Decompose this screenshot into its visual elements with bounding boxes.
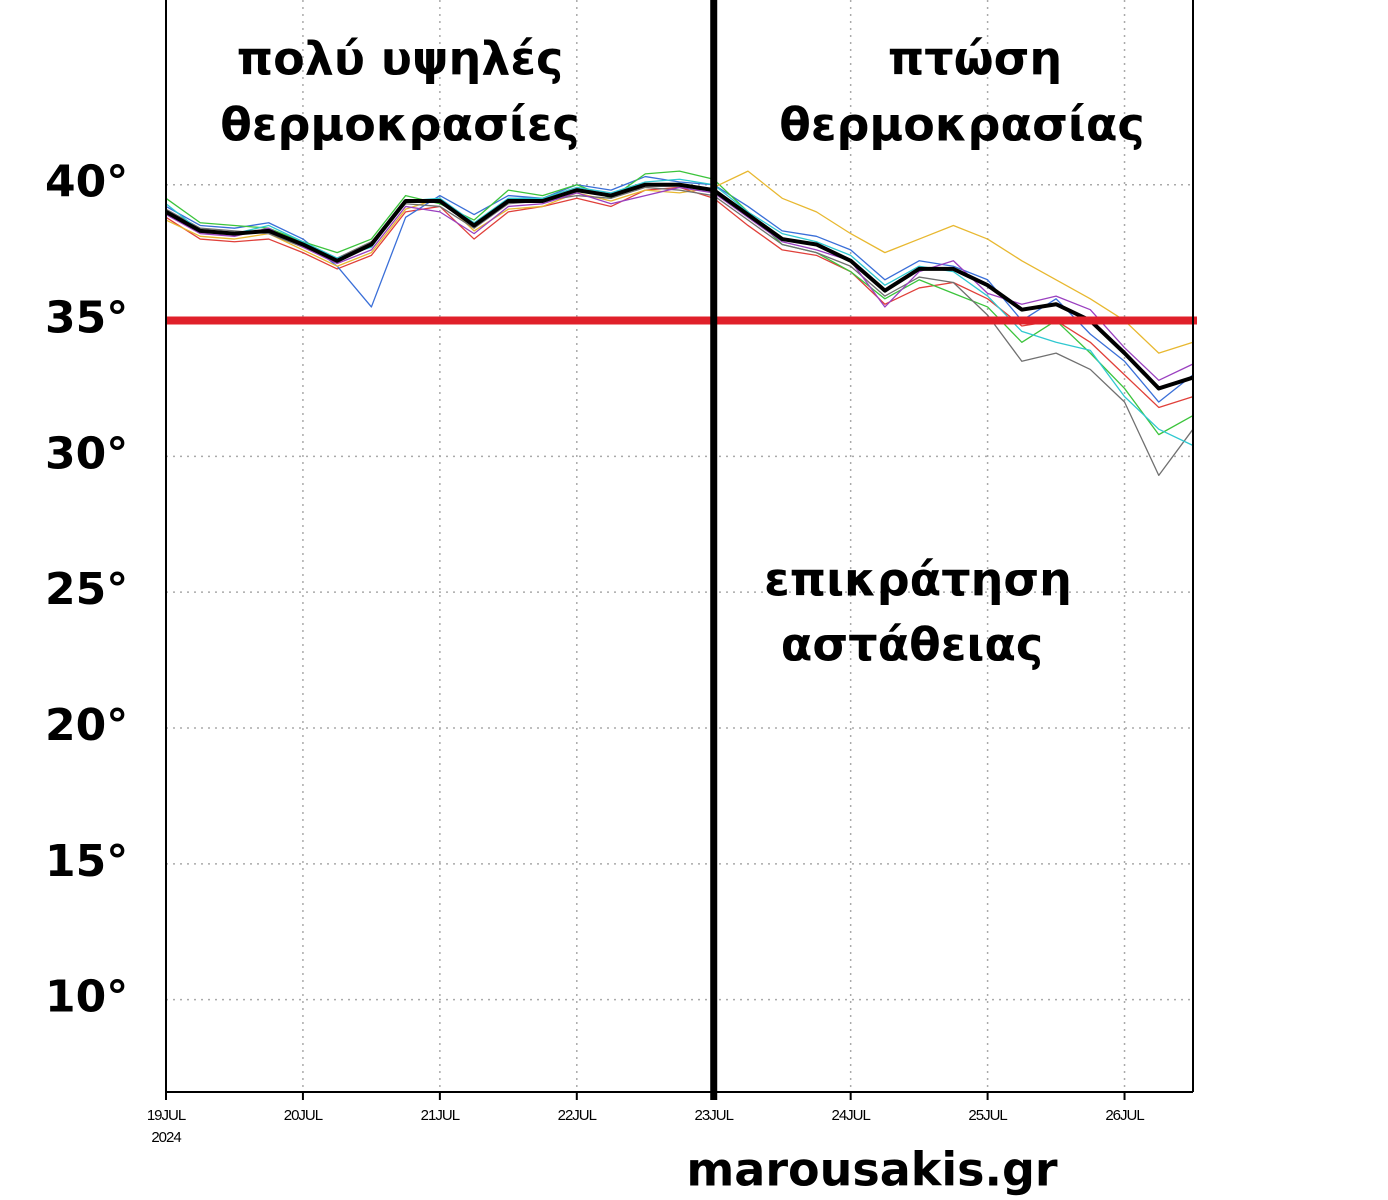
year-label: 2024: [151, 1129, 181, 1146]
x-tick-label: 19JUL: [147, 1107, 186, 1124]
x-tick-label: 23JUL: [695, 1107, 734, 1124]
annotation: θερμοκρασίας: [779, 98, 1144, 152]
y-tick-label: 30°: [45, 428, 128, 479]
member-line: [165, 178, 1194, 447]
x-tick-label: 22JUL: [558, 1107, 597, 1124]
member-line: [165, 170, 1194, 354]
member-line: [165, 186, 1194, 381]
y-tick-label: 40°: [45, 157, 128, 208]
y-tick-label: 20°: [45, 700, 128, 751]
y-tick-label: 10°: [45, 972, 128, 1023]
x-tick-label: 25JUL: [968, 1107, 1007, 1124]
annotation: πτώση: [888, 32, 1062, 86]
x-tick-label: 24JUL: [831, 1107, 870, 1124]
annotation: πολύ υψηλές: [237, 32, 564, 86]
watermark: marousakis.gr: [686, 1143, 1058, 1197]
annotation: επικράτηση: [764, 553, 1072, 607]
y-tick-label: 25°: [45, 564, 128, 615]
mean-line: [165, 182, 1194, 391]
annotation: θερμοκρασίες: [220, 98, 579, 152]
x-tick-label: 26JUL: [1105, 1107, 1144, 1124]
y-tick-label: 15°: [45, 836, 128, 887]
member-line: [165, 170, 1194, 436]
x-tick-label: 21JUL: [421, 1107, 460, 1124]
annotation: αστάθειας: [781, 618, 1043, 672]
x-tick-label: 20JUL: [284, 1107, 323, 1124]
y-tick-label: 35°: [45, 293, 128, 344]
